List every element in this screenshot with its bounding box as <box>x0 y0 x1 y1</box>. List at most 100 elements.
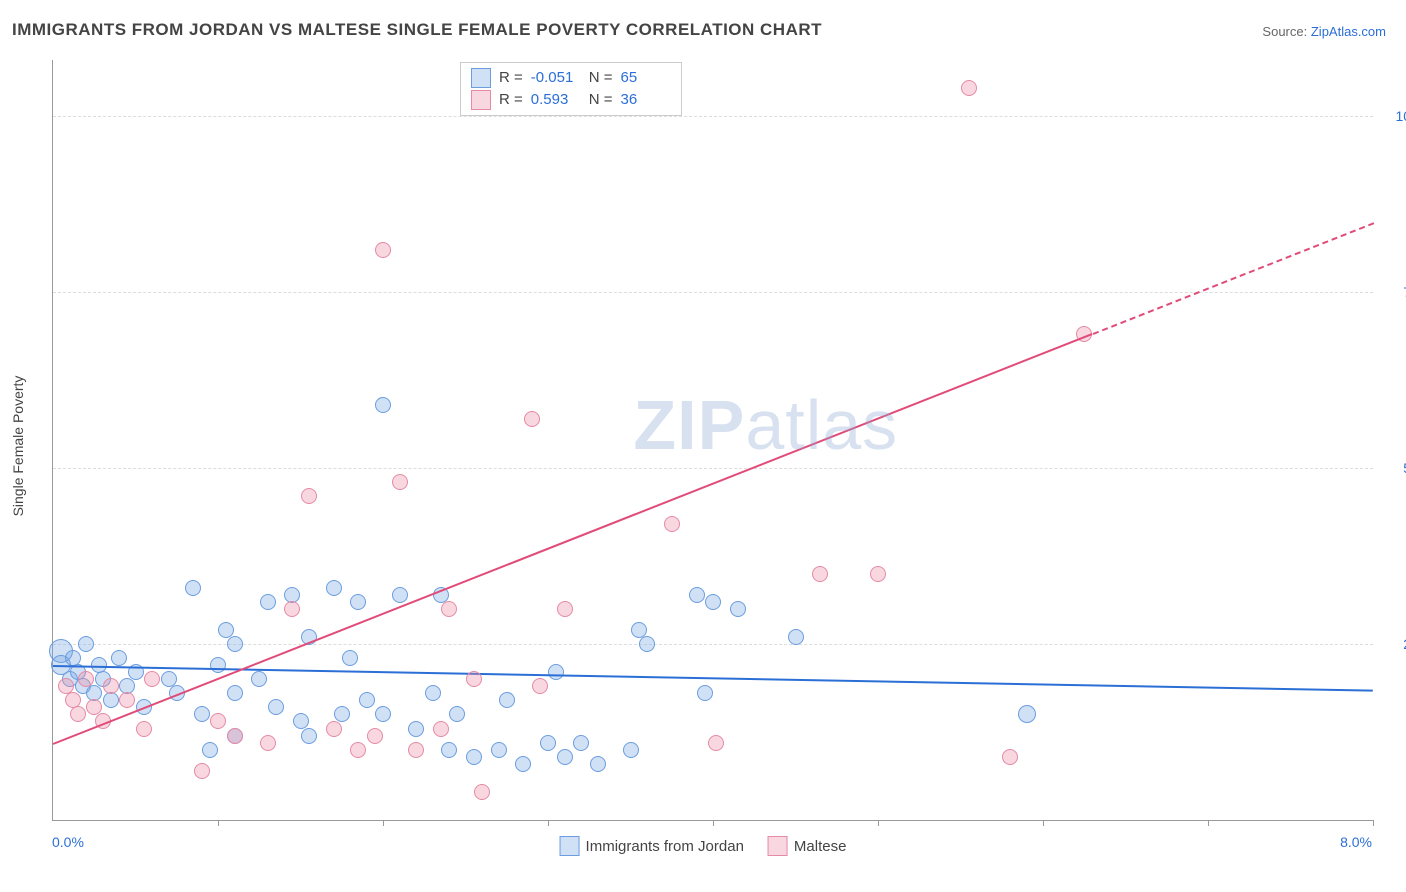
data-point <box>623 742 639 758</box>
data-point <box>441 742 457 758</box>
data-point <box>194 706 210 722</box>
legend-swatch <box>471 68 491 88</box>
data-point <box>697 685 713 701</box>
data-point <box>375 242 391 258</box>
legend-stats-row: R = 0.593 N = 36 <box>471 89 671 111</box>
y-tick-label: 75.0% <box>1383 284 1406 300</box>
data-point <box>441 601 457 617</box>
legend-series-item: Maltese <box>768 836 847 856</box>
legend-swatch <box>560 836 580 856</box>
x-tick-mark <box>218 820 219 826</box>
gridline-h <box>53 292 1373 293</box>
r-label: R = <box>499 67 523 89</box>
data-point <box>78 671 94 687</box>
data-point <box>870 566 886 582</box>
data-point <box>466 671 482 687</box>
data-point <box>590 756 606 772</box>
data-point <box>251 671 267 687</box>
data-point <box>227 728 243 744</box>
data-point <box>301 488 317 504</box>
data-point <box>350 742 366 758</box>
data-point <box>961 80 977 96</box>
data-point <box>70 706 86 722</box>
legend-series-label: Maltese <box>794 838 847 855</box>
data-point <box>194 763 210 779</box>
data-point <box>326 721 342 737</box>
r-value: 0.593 <box>531 89 581 111</box>
data-point <box>202 742 218 758</box>
gridline-h <box>53 116 1373 117</box>
data-point <box>392 474 408 490</box>
data-point <box>227 685 243 701</box>
plot-area: ZIPatlas 25.0%50.0%75.0%100.0% <box>52 60 1373 821</box>
data-point <box>540 735 556 751</box>
data-point <box>301 728 317 744</box>
y-tick-label: 50.0% <box>1383 460 1406 476</box>
r-value: -0.051 <box>531 67 581 89</box>
data-point <box>227 636 243 652</box>
n-value: 65 <box>621 67 671 89</box>
data-point <box>210 657 226 673</box>
data-point <box>689 587 705 603</box>
watermark-rest: atlas <box>745 386 898 464</box>
x-tick-mark <box>878 820 879 826</box>
trend-line <box>1092 222 1373 335</box>
legend-series-label: Immigrants from Jordan <box>586 838 744 855</box>
data-point <box>342 650 358 666</box>
y-axis-label: Single Female Poverty <box>10 376 26 517</box>
r-label: R = <box>499 89 523 111</box>
watermark-bold: ZIP <box>633 386 745 464</box>
y-tick-label: 25.0% <box>1383 636 1406 652</box>
data-point <box>375 706 391 722</box>
data-point <box>185 580 201 596</box>
n-value: 36 <box>621 89 671 111</box>
chart-container: IMMIGRANTS FROM JORDAN VS MALTESE SINGLE… <box>0 0 1406 892</box>
data-point <box>103 678 119 694</box>
x-tick-mark <box>1208 820 1209 826</box>
n-label: N = <box>589 67 613 89</box>
data-point <box>392 587 408 603</box>
x-tick-mark <box>548 820 549 826</box>
x-tick-mark <box>1043 820 1044 826</box>
source-value: ZipAtlas.com <box>1311 24 1386 39</box>
data-point <box>491 742 507 758</box>
data-point <box>557 601 573 617</box>
gridline-h <box>53 468 1373 469</box>
x-axis-min-label: 0.0% <box>52 834 84 850</box>
data-point <box>730 601 746 617</box>
data-point <box>284 601 300 617</box>
y-tick-label: 100.0% <box>1383 108 1406 124</box>
x-tick-mark <box>1373 820 1374 826</box>
x-tick-mark <box>713 820 714 826</box>
x-axis-max-label: 8.0% <box>1340 834 1372 850</box>
data-point <box>708 735 724 751</box>
data-point <box>408 742 424 758</box>
legend-swatch <box>768 836 788 856</box>
chart-title: IMMIGRANTS FROM JORDAN VS MALTESE SINGLE… <box>12 20 822 40</box>
data-point <box>705 594 721 610</box>
data-point <box>466 749 482 765</box>
data-point <box>639 636 655 652</box>
n-label: N = <box>589 89 613 111</box>
data-point <box>425 685 441 701</box>
data-point <box>532 678 548 694</box>
legend-series-item: Immigrants from Jordan <box>560 836 744 856</box>
series-legend: Immigrants from Jordan Maltese <box>560 836 847 856</box>
data-point <box>548 664 564 680</box>
data-point <box>573 735 589 751</box>
gridline-h <box>53 644 1373 645</box>
data-point <box>524 411 540 427</box>
data-point <box>350 594 366 610</box>
data-point <box>812 566 828 582</box>
data-point <box>515 756 531 772</box>
legend-swatch <box>471 90 491 110</box>
data-point <box>449 706 465 722</box>
data-point <box>499 692 515 708</box>
data-point <box>210 713 226 729</box>
data-point <box>1002 749 1018 765</box>
data-point <box>664 516 680 532</box>
stats-legend: R = -0.051 N = 65 R = 0.593 N = 36 <box>460 62 682 116</box>
data-point <box>557 749 573 765</box>
data-point <box>1018 705 1036 723</box>
data-point <box>474 784 490 800</box>
